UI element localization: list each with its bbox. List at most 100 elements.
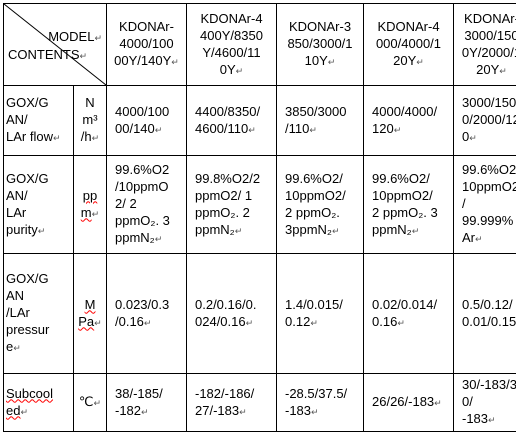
cell-text-line: 26/26/-183: [372, 394, 435, 409]
cell-text-line: KDONAr-4: [200, 10, 263, 26]
cell-text-line: /LAr: [6, 305, 30, 320]
row-name-cell: GOX/G AN/LAr purity↵: [3, 155, 74, 254]
cell-text-line: KDONAr-3: [288, 19, 352, 34]
table-row: GOX/G AN/LAr purity↵ pp m↵ 99.6%O2/10ppmO 2/ 2…: [3, 155, 516, 254]
cell-text-line: 850/3000/1: [287, 36, 353, 51]
paragraph-mark-icon: ↵: [52, 133, 61, 143]
cell-text-line: 024/0.16: [195, 313, 246, 329]
cell-text-line: -182/-186/: [195, 385, 255, 401]
cell-text-line: 99.6%O2: [115, 162, 170, 177]
paragraph-mark-icon: ↵: [143, 317, 152, 328]
table-row: GOX/G AN/LAr pressur e↵ M Pa↵ 0.023/0.3/0.16↵ 0…: [3, 253, 516, 374]
value-cell: 30/-183/3 0/ -183↵: [453, 373, 516, 432]
paragraph-mark-icon: ↵: [411, 225, 420, 236]
cell-text-line: LAr: [6, 204, 27, 220]
cell-text-line: AN/: [6, 112, 28, 127]
cell-text-line: 20Y: [476, 61, 500, 77]
cell-text-line: GOX/G: [6, 95, 49, 110]
paragraph-mark-icon: ↵: [248, 124, 256, 135]
value-cell: 3000/150 0/2000/12 0↵: [453, 85, 516, 156]
value-cell: 4000/4000/120↵: [363, 85, 454, 156]
cell-text-line: 3850/3000: [285, 103, 347, 119]
cell-text-line: 99.8%O2/2: [195, 170, 261, 186]
paragraph-mark-icon: ↵: [331, 225, 340, 236]
value-cell: -182/-186/27/-183↵: [186, 373, 277, 432]
cell-text-line: 3ppmN₂: [285, 221, 332, 237]
value-cell: 4000/100 00/140↵: [106, 85, 187, 156]
cell-text-line: 3000/150: [462, 95, 516, 110]
paragraph-mark-icon: ↵: [488, 415, 496, 425]
value-cell: 0.023/0.3/0.16↵: [106, 253, 187, 374]
paragraph-mark-icon: ↵: [91, 208, 100, 219]
cell-text-line: 27/-183: [195, 402, 240, 418]
model-header-cell: KDONAr- 3000/150 0Y/2000/1 20Y↵: [453, 3, 516, 86]
cell-text-line: ppmO₂. 2: [195, 204, 250, 220]
cell-text-line: /: [462, 196, 466, 211]
value-cell: 38/-185/-182↵: [106, 373, 187, 432]
cell-text-line: 000/4000/1: [375, 36, 442, 51]
cell-text-line: ppmO2/ 1: [195, 187, 253, 203]
cell-text-line: 0.16: [372, 313, 398, 329]
cell-text-line: Subcool: [6, 385, 53, 401]
cell-text-line: 0.2/0.16/0.: [195, 296, 257, 312]
cell-text-line: 30/-183/3: [462, 377, 516, 392]
cell-text-line: 4000/100: [119, 36, 174, 51]
cell-text-line: 10Y: [304, 53, 328, 68]
cell-text-line: 10ppmO2: [462, 179, 516, 194]
model-contents-header: MODEL↵ CONTENTS↵: [3, 3, 107, 86]
cell-text-line: 400Y/8350: [200, 27, 263, 43]
cell-text-line: Ar: [462, 230, 475, 245]
cell-text-line: 4600/110: [195, 120, 249, 136]
value-cell: 0.2/0.16/0. 024/0.16↵: [186, 253, 277, 374]
paragraph-mark-icon: ↵: [91, 133, 100, 143]
paragraph-mark-icon: ↵: [171, 57, 179, 67]
unit-cell: pp m↵: [73, 155, 107, 254]
cell-text-line: pressur: [6, 322, 50, 337]
paragraph-mark-icon: ↵: [154, 124, 163, 135]
value-cell: 99.6%O2/10ppmO2/2 ppmO₂. 3ppmN₂↵: [276, 155, 364, 254]
table-row: Subcool ed↵ ℃↵ 38/-185/-182↵ -182/-186/27/-1…: [3, 373, 516, 432]
paragraph-mark-icon: ↵: [94, 317, 102, 328]
model-header-cell: KDONAr-4 400Y/8350 Y/4600/11 0Y↵: [186, 3, 277, 86]
cell-text-line: /110: [285, 120, 310, 136]
paragraph-mark-icon: ↵: [141, 406, 149, 417]
cell-text-line: AN: [6, 288, 25, 303]
paragraph-mark-icon: ↵: [245, 317, 254, 328]
cell-text-line: 99.999%: [462, 213, 514, 228]
paragraph-mark-icon: ↵: [93, 398, 102, 408]
paragraph-mark-icon: ↵: [475, 234, 483, 244]
value-cell: 4400/8350/4600/110↵: [186, 85, 277, 156]
paragraph-mark-icon: ↵: [309, 124, 317, 135]
cell-text-line: 99.6%O2/: [372, 170, 430, 186]
cell-text-line: KDONAr-: [119, 19, 174, 34]
model-header-cell: KDONAr- 4000/100 00Y/140Y↵: [106, 3, 187, 86]
cell-text-line: 3000/150: [464, 27, 516, 43]
cell-text-line: 00Y/140Y: [114, 53, 172, 68]
cell-text-line: 4400/8350/: [195, 103, 261, 119]
value-cell: 99.6%O2/10ppmO 2/ 2 ppmO₂. 3 ppmN₂↵: [106, 155, 187, 254]
cell-text-line: Pa: [78, 313, 95, 329]
cell-text-line: KDONAr-4: [377, 19, 440, 34]
paragraph-mark-icon: ↵: [20, 406, 29, 417]
paragraph-mark-icon: ↵: [327, 57, 336, 67]
value-cell: 99.6%O2/10ppmO2/2 ppmO₂. 3 ppmN₂↵: [363, 155, 454, 254]
value-cell: 0.5/0.12/0.01/0.15↵: [453, 253, 516, 374]
paragraph-mark-icon: ↵: [469, 133, 477, 143]
cell-text-line: /0.16: [115, 313, 144, 329]
cell-text-line: 0.01/0.15: [462, 313, 516, 329]
cell-text-line: 4000/100: [115, 103, 170, 119]
value-cell: 99.6%O2/10ppmO2 / 99.999% Ar↵: [453, 155, 516, 254]
cell-text-line: AN/: [6, 187, 28, 203]
cell-text-line: 0Y: [219, 61, 236, 77]
cell-text-line: /h: [80, 129, 92, 144]
value-cell: 3850/3000/110↵: [276, 85, 364, 156]
cell-text-line: purity: [6, 221, 38, 237]
header-row: MODEL↵ CONTENTS↵ KDONAr- 4000/100 00Y/140Y…: [3, 3, 516, 86]
cell-text-line: m³: [82, 112, 98, 127]
model-label: MODEL↵: [48, 29, 102, 44]
paragraph-mark-icon: ↵: [311, 406, 319, 417]
cell-text-line: -182: [115, 402, 142, 418]
cell-text-line: 99.6%O2/: [285, 170, 343, 186]
value-cell: 0.02/0.014/0.16↵: [363, 253, 454, 374]
paragraph-mark-icon: ↵: [37, 225, 46, 236]
